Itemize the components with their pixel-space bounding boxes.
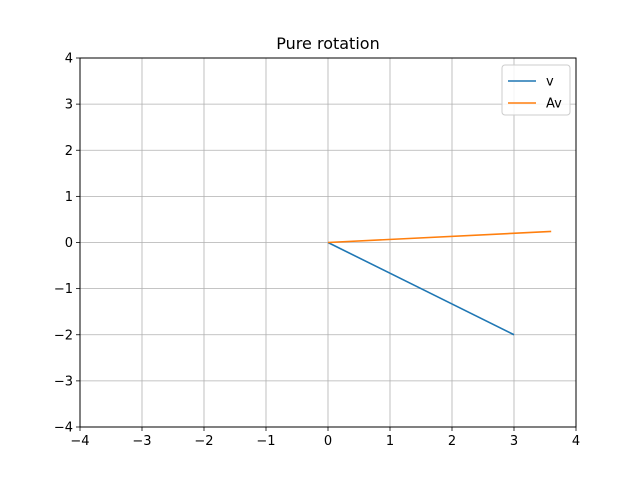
y-tick-label: −1: [54, 282, 73, 297]
series-line-v: [327, 241, 515, 336]
x-tick-label: −4: [70, 434, 89, 449]
y-tick-label: 4: [65, 52, 73, 67]
legend-label-av: Av: [546, 97, 562, 112]
y-tick-label: −4: [54, 421, 73, 436]
chart-title: Pure rotation: [276, 34, 379, 53]
x-tick-label: 1: [386, 434, 394, 449]
series-lines: [327, 230, 552, 336]
y-tick-label: −3: [54, 374, 73, 389]
y-tick-label: 2: [65, 144, 73, 159]
x-tick-label: 3: [510, 434, 518, 449]
x-tick-label: 2: [448, 434, 456, 449]
x-tick-label: −1: [256, 434, 275, 449]
y-tick-label: 3: [65, 98, 73, 113]
axis-ticks: −4 −3 −2 −1 0 1 2 3 4 −4 −3 −2 −1 0 1 2 3 4: [54, 52, 580, 450]
legend: v Av: [501, 64, 571, 116]
series-line-av: [327, 230, 552, 244]
y-tick-label: 1: [65, 190, 73, 205]
x-tick-label: −3: [132, 434, 151, 449]
x-tick-label: 0: [324, 434, 332, 449]
x-tick-label: −2: [194, 434, 213, 449]
x-tick-label: 4: [572, 434, 580, 449]
y-tick-label: 0: [65, 236, 73, 251]
y-tick-label: −2: [54, 328, 73, 343]
legend-label-v: v: [546, 75, 554, 90]
